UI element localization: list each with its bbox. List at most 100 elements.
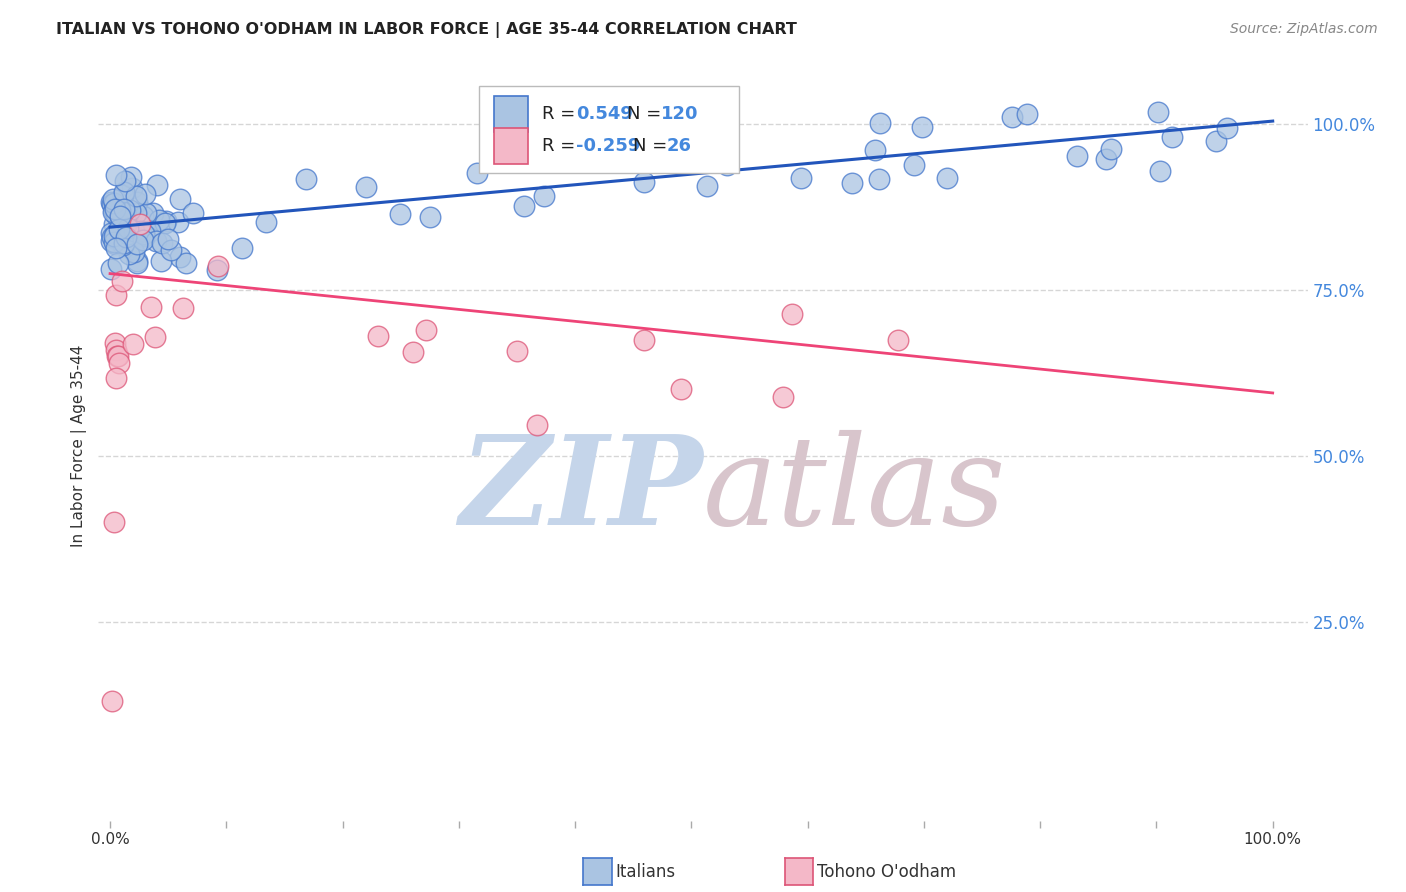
Point (129, 224, 152, 238)
Point (526, 418, 548, 433)
Point (686, 137, 709, 152)
Point (121, 242, 143, 256)
Point (118, 202, 141, 217)
Point (869, 116, 891, 130)
Point (780, 307, 803, 321)
Point (101, 197, 124, 211)
Text: R =: R = (543, 136, 581, 154)
FancyBboxPatch shape (479, 87, 740, 172)
Point (105, 350, 128, 364)
Point (633, 175, 655, 189)
Point (132, 227, 155, 241)
Text: ITALIAN VS TOHONO O'ODHAM IN LABOR FORCE | AGE 35-44 CORRELATION CHART: ITALIAN VS TOHONO O'ODHAM IN LABOR FORCE… (56, 22, 797, 38)
Point (104, 168, 127, 182)
Point (148, 213, 170, 227)
Point (117, 221, 139, 235)
Point (108, 209, 131, 223)
Point (1161, 130, 1184, 145)
Point (121, 240, 143, 254)
Point (107, 350, 129, 364)
Point (103, 235, 125, 249)
Point (132, 209, 155, 223)
FancyBboxPatch shape (494, 96, 527, 132)
Point (103, 195, 125, 210)
Point (103, 515, 125, 529)
Point (127, 194, 149, 209)
Point (103, 228, 125, 243)
Point (108, 210, 131, 224)
Point (790, 170, 813, 185)
Point (671, 382, 693, 396)
Text: Tohono O'odham: Tohono O'odham (817, 863, 956, 881)
Point (118, 215, 141, 229)
Point (104, 371, 127, 385)
Point (174, 256, 197, 270)
Point (104, 343, 127, 357)
Point (887, 333, 910, 347)
Point (841, 176, 863, 190)
Point (132, 233, 155, 247)
Point (134, 186, 156, 201)
Point (155, 214, 177, 228)
Point (139, 301, 162, 315)
Point (1149, 164, 1171, 178)
Point (112, 228, 135, 243)
Point (120, 170, 142, 185)
Point (121, 181, 143, 195)
Point (138, 224, 160, 238)
Point (125, 189, 148, 203)
FancyBboxPatch shape (494, 128, 527, 163)
Point (713, 150, 735, 164)
Point (112, 236, 135, 251)
Point (104, 237, 127, 252)
Point (402, 345, 425, 359)
Point (101, 694, 124, 708)
Point (143, 329, 166, 343)
Point (128, 219, 150, 233)
Point (121, 336, 143, 351)
Point (107, 224, 129, 238)
Point (103, 205, 125, 219)
Point (231, 241, 253, 255)
Point (114, 206, 136, 220)
Point (127, 256, 149, 270)
Point (419, 210, 441, 224)
Point (716, 158, 738, 172)
Point (112, 202, 135, 216)
Point (142, 205, 165, 219)
Text: 120: 120 (661, 105, 699, 123)
Point (863, 143, 886, 157)
Point (124, 224, 146, 238)
Point (172, 301, 194, 316)
Point (122, 245, 145, 260)
Point (101, 192, 124, 206)
Text: R =: R = (543, 105, 581, 123)
Text: atlas: atlas (703, 430, 1007, 552)
Point (633, 333, 655, 347)
Point (486, 144, 509, 158)
Point (935, 170, 957, 185)
Point (868, 171, 890, 186)
Point (100, 227, 122, 241)
Point (132, 220, 155, 235)
Text: Source: ZipAtlas.com: Source: ZipAtlas.com (1230, 22, 1378, 37)
Point (1066, 149, 1088, 163)
Point (513, 199, 536, 213)
Point (1001, 110, 1024, 124)
Point (104, 336, 127, 351)
Point (1099, 142, 1122, 156)
Point (696, 178, 718, 193)
Point (125, 254, 148, 268)
Text: ZIP: ZIP (460, 430, 703, 552)
Point (100, 234, 122, 248)
Point (104, 288, 127, 302)
Point (354, 180, 377, 194)
Text: Italians: Italians (616, 863, 676, 881)
Point (169, 192, 191, 206)
Point (134, 229, 156, 244)
Point (117, 227, 139, 241)
Point (129, 217, 152, 231)
Point (112, 238, 135, 252)
Point (104, 227, 127, 241)
Point (108, 202, 131, 217)
